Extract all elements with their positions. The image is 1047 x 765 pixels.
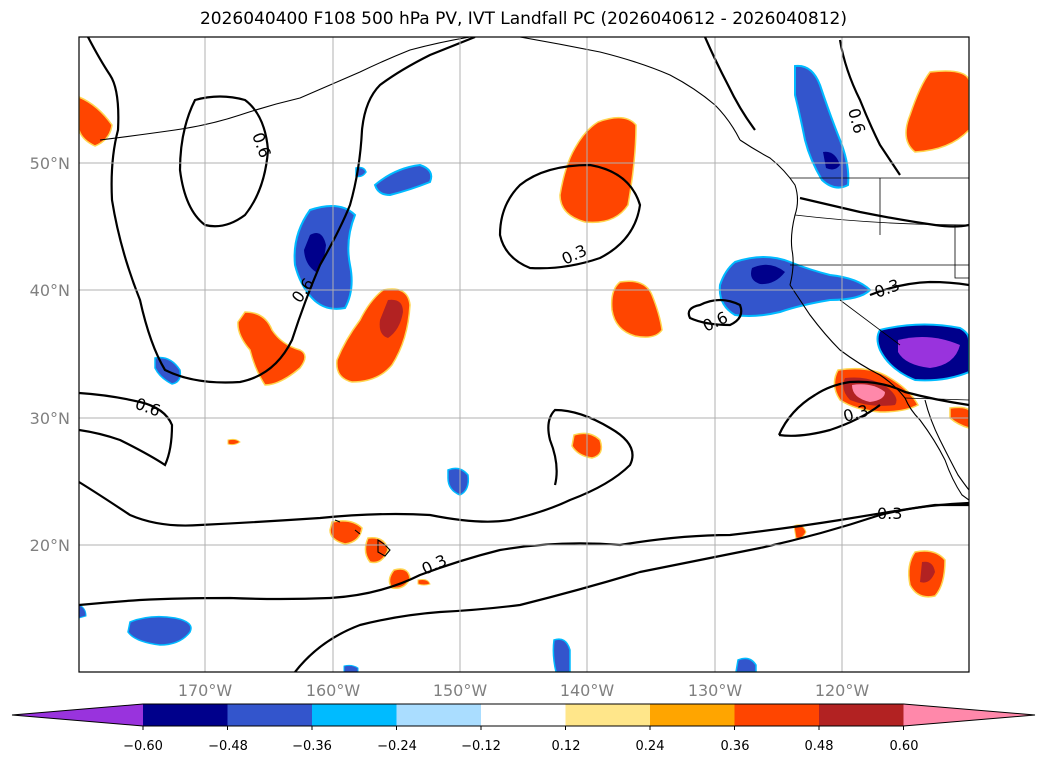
contour-line (294, 501, 969, 672)
contour-line (838, 39, 901, 176)
lat-label: 20°N (30, 536, 70, 555)
lon-label: 130°W (688, 681, 743, 700)
positive-extreme (852, 384, 885, 402)
positive-region (905, 70, 969, 153)
map-area: 0.6 0.3 0.6 0.6 0.6 0.3 0.6 0.3 0.3 0.3 (78, 36, 970, 673)
colorbar-tick-label: −0.48 (208, 739, 248, 754)
latitude-labels: 50°N 40°N 30°N 20°N (30, 154, 70, 555)
negative-core (823, 151, 840, 170)
colorbar: −0.60 −0.48 −0.36 −0.24 −0.12 0.12 0.24 … (11, 703, 1036, 754)
positive-region (417, 579, 431, 586)
colorbar-extend-high (903, 704, 1035, 726)
map-frame (78, 36, 970, 673)
contour-line (869, 280, 969, 297)
contour-line (498, 163, 642, 270)
colorbar-tick-label: −0.36 (292, 739, 332, 754)
contour-line (79, 391, 174, 467)
positive-region (610, 280, 663, 338)
lon-label: 160°W (306, 681, 361, 700)
colorbar-tick-label: −0.60 (123, 739, 163, 754)
colorbar-segment (481, 704, 566, 726)
colorbar-tick-label: 0.60 (890, 739, 919, 754)
contour-line (178, 95, 270, 228)
contour-line (79, 408, 634, 527)
colorbar-segment (650, 704, 735, 726)
colorbar-segment (565, 704, 650, 726)
colorbar-segment (227, 704, 312, 726)
colorbar-segment (819, 704, 904, 726)
colorbar-segment (734, 704, 819, 726)
contour-line (777, 380, 969, 436)
contour-line (79, 503, 969, 607)
gridlines (79, 37, 969, 672)
contour-label: 0.3 (877, 504, 902, 523)
colorbar-extend-low (12, 704, 143, 726)
positive-core (920, 561, 935, 583)
negative-extreme (898, 336, 960, 368)
negative-core (751, 264, 785, 285)
filled-regions (79, 64, 969, 672)
longitude-labels: 170°W 160°W 150°W 140°W 130°W 120°W (178, 681, 870, 700)
negative-region (343, 664, 359, 672)
map-title: 2026040400 F108 500 hPa PV, IVT Landfall… (199, 9, 847, 29)
hawaii-islands (334, 519, 391, 557)
colorbar-tick-label: 0.48 (805, 739, 834, 754)
baja-coast (924, 399, 969, 491)
state-border (839, 299, 901, 346)
lon-label: 120°W (815, 681, 870, 700)
negative-region (373, 163, 433, 197)
positive-region (559, 116, 637, 224)
negative-region (552, 638, 571, 672)
contour-line (87, 37, 476, 384)
positive-region (364, 537, 389, 564)
state-border (794, 214, 969, 226)
bc-coast (739, 139, 799, 286)
lon-label: 170°W (178, 681, 233, 700)
lat-label: 50°N (30, 154, 70, 173)
alaska-gulf-coast (519, 37, 741, 141)
state-border (954, 225, 969, 279)
lat-label: 40°N (30, 281, 70, 300)
colorbar-segment (143, 704, 228, 726)
positive-region (329, 520, 363, 545)
lon-label: 140°W (560, 681, 615, 700)
contour-lines (79, 37, 969, 672)
colorbar-segment (396, 704, 481, 726)
positive-region (388, 568, 411, 590)
negative-region (447, 467, 470, 496)
contour-line (703, 37, 756, 131)
positive-region (237, 311, 306, 386)
colorbar-tick-label: 0.24 (636, 739, 665, 754)
lon-label: 150°W (433, 681, 488, 700)
colorbar-tick-label: 0.12 (552, 739, 581, 754)
colorbar-tick-label: 0.36 (721, 739, 750, 754)
negative-region (735, 657, 757, 672)
contour-line (687, 298, 743, 327)
contour-line (799, 196, 969, 228)
lat-label: 30°N (30, 409, 70, 428)
colorbar-tick-label: −0.12 (461, 739, 501, 754)
positive-region (227, 438, 241, 446)
negative-region (127, 615, 192, 646)
positive-core (379, 299, 403, 338)
colorbar-tick-label: −0.24 (377, 739, 417, 754)
contour-line (778, 404, 881, 437)
colorbar-segment (312, 704, 397, 726)
alaska-coast (99, 37, 471, 141)
